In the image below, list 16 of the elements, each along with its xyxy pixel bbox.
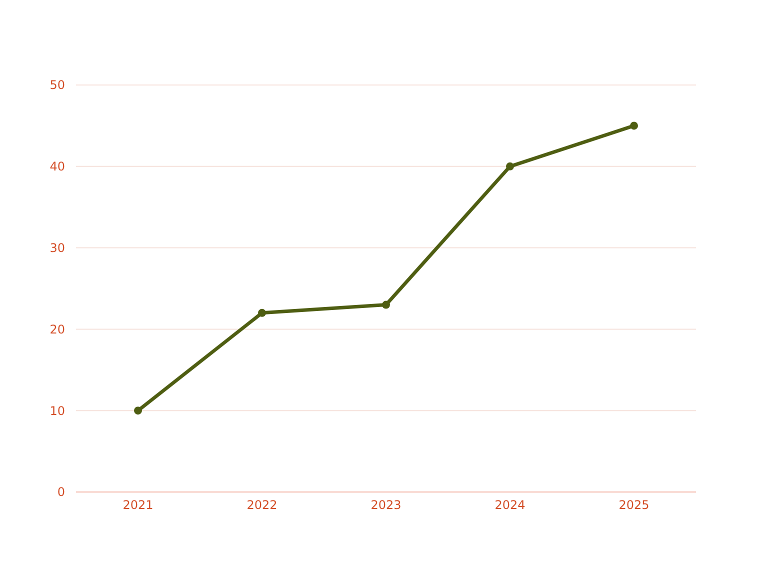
x-tick-label: 2023 <box>370 498 402 512</box>
y-tick-label: 30 <box>50 241 65 255</box>
y-tick-label: 0 <box>57 485 65 500</box>
point <box>134 406 142 415</box>
point <box>258 308 266 317</box>
point <box>382 300 390 309</box>
x-tick-label: 2025 <box>618 498 650 512</box>
y-tick-label: 10 <box>50 404 65 418</box>
y-tick-label: 40 <box>50 160 65 174</box>
x-tick-label: 2024 <box>494 498 526 512</box>
point <box>630 122 638 130</box>
y-tick-label: 50 <box>50 78 65 92</box>
y-tick-label: 20 <box>50 322 65 336</box>
x-tick-label: 2022 <box>246 498 278 512</box>
point <box>506 162 514 170</box>
x-tick-label: 2021 <box>122 498 154 512</box>
